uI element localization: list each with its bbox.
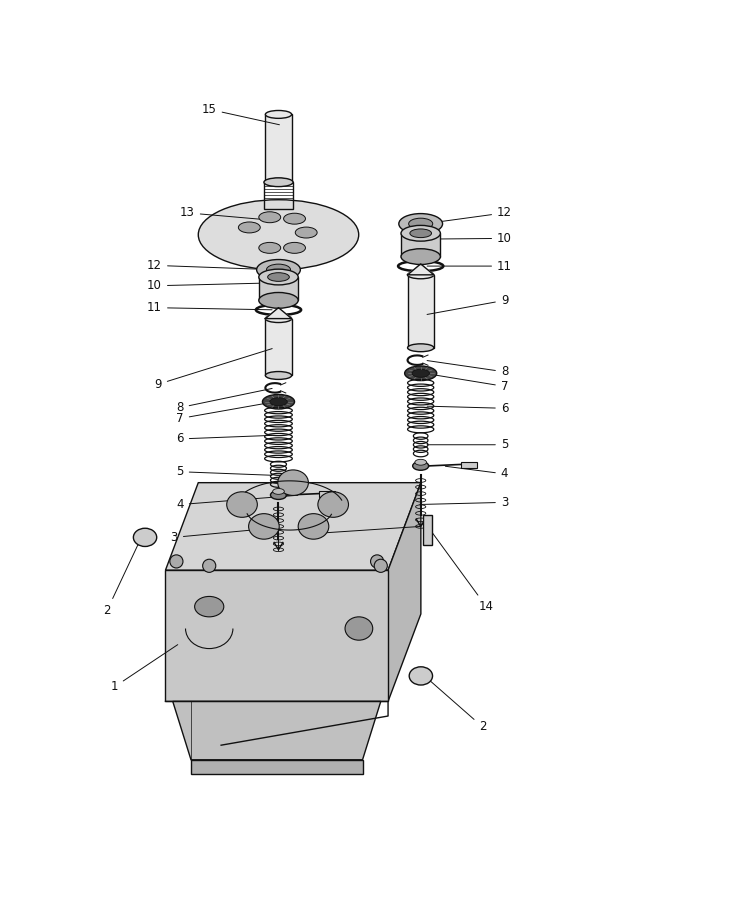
- Text: 8: 8: [176, 388, 272, 414]
- Text: 3: 3: [420, 496, 508, 509]
- Text: 9: 9: [427, 294, 508, 315]
- Text: 1: 1: [111, 645, 178, 693]
- Ellipse shape: [259, 292, 298, 308]
- Circle shape: [374, 560, 387, 572]
- Ellipse shape: [283, 213, 305, 224]
- Circle shape: [203, 560, 216, 572]
- Text: 4: 4: [445, 466, 508, 481]
- Text: 9: 9: [154, 348, 272, 391]
- Ellipse shape: [227, 492, 258, 517]
- Text: 2: 2: [103, 540, 141, 617]
- Ellipse shape: [266, 372, 291, 379]
- Ellipse shape: [405, 366, 437, 381]
- Text: 12: 12: [427, 207, 512, 223]
- Ellipse shape: [408, 271, 434, 278]
- Ellipse shape: [270, 397, 287, 405]
- Text: 12: 12: [147, 258, 272, 272]
- Bar: [266, 318, 291, 375]
- Text: 10: 10: [147, 279, 272, 292]
- Ellipse shape: [410, 229, 432, 238]
- Ellipse shape: [277, 470, 308, 495]
- Ellipse shape: [259, 269, 298, 285]
- Ellipse shape: [318, 492, 348, 517]
- Text: 5: 5: [427, 438, 508, 452]
- Ellipse shape: [268, 273, 289, 281]
- Ellipse shape: [133, 528, 157, 547]
- Ellipse shape: [249, 513, 279, 539]
- Polygon shape: [173, 701, 381, 760]
- Ellipse shape: [298, 513, 329, 539]
- Ellipse shape: [345, 617, 373, 640]
- Ellipse shape: [263, 395, 294, 409]
- Ellipse shape: [401, 226, 441, 241]
- Ellipse shape: [272, 489, 284, 494]
- Polygon shape: [388, 483, 421, 701]
- Bar: [423, 515, 432, 544]
- Bar: [264, 181, 293, 210]
- Text: 11: 11: [427, 259, 512, 273]
- Bar: [461, 463, 477, 468]
- Ellipse shape: [198, 200, 359, 269]
- Circle shape: [170, 555, 183, 568]
- Circle shape: [370, 555, 384, 568]
- Polygon shape: [165, 483, 421, 571]
- Ellipse shape: [259, 242, 280, 253]
- Ellipse shape: [283, 242, 305, 253]
- Ellipse shape: [412, 369, 430, 377]
- Ellipse shape: [264, 178, 293, 187]
- Ellipse shape: [266, 264, 291, 276]
- Text: 6: 6: [176, 433, 272, 445]
- Text: 2: 2: [427, 678, 487, 734]
- Bar: [259, 277, 298, 300]
- Ellipse shape: [408, 219, 433, 229]
- Ellipse shape: [415, 459, 427, 465]
- Ellipse shape: [408, 344, 434, 352]
- Text: 14: 14: [432, 532, 494, 613]
- Bar: [266, 114, 291, 182]
- Polygon shape: [408, 264, 434, 275]
- Bar: [318, 492, 335, 497]
- Text: 15: 15: [202, 102, 280, 125]
- Ellipse shape: [413, 462, 429, 470]
- Ellipse shape: [266, 315, 291, 323]
- Polygon shape: [266, 307, 291, 318]
- Ellipse shape: [239, 222, 261, 233]
- Ellipse shape: [409, 667, 433, 685]
- Polygon shape: [191, 760, 362, 775]
- Text: 6: 6: [427, 402, 508, 414]
- Ellipse shape: [259, 211, 280, 223]
- Ellipse shape: [295, 227, 317, 238]
- Text: 5: 5: [176, 465, 272, 478]
- Bar: [401, 233, 441, 257]
- Text: 7: 7: [176, 402, 272, 425]
- Ellipse shape: [257, 259, 300, 280]
- Ellipse shape: [195, 597, 224, 617]
- Text: 11: 11: [147, 301, 272, 314]
- Text: 8: 8: [427, 361, 508, 378]
- Text: 10: 10: [427, 232, 512, 245]
- Ellipse shape: [401, 249, 441, 265]
- Text: 4: 4: [176, 495, 298, 511]
- Text: 7: 7: [427, 374, 508, 393]
- Bar: [408, 275, 434, 347]
- Ellipse shape: [266, 111, 291, 118]
- Ellipse shape: [270, 491, 286, 500]
- Ellipse shape: [399, 213, 443, 234]
- Polygon shape: [165, 571, 388, 701]
- Ellipse shape: [266, 179, 291, 186]
- Text: 3: 3: [171, 528, 272, 544]
- Text: 13: 13: [180, 207, 269, 219]
